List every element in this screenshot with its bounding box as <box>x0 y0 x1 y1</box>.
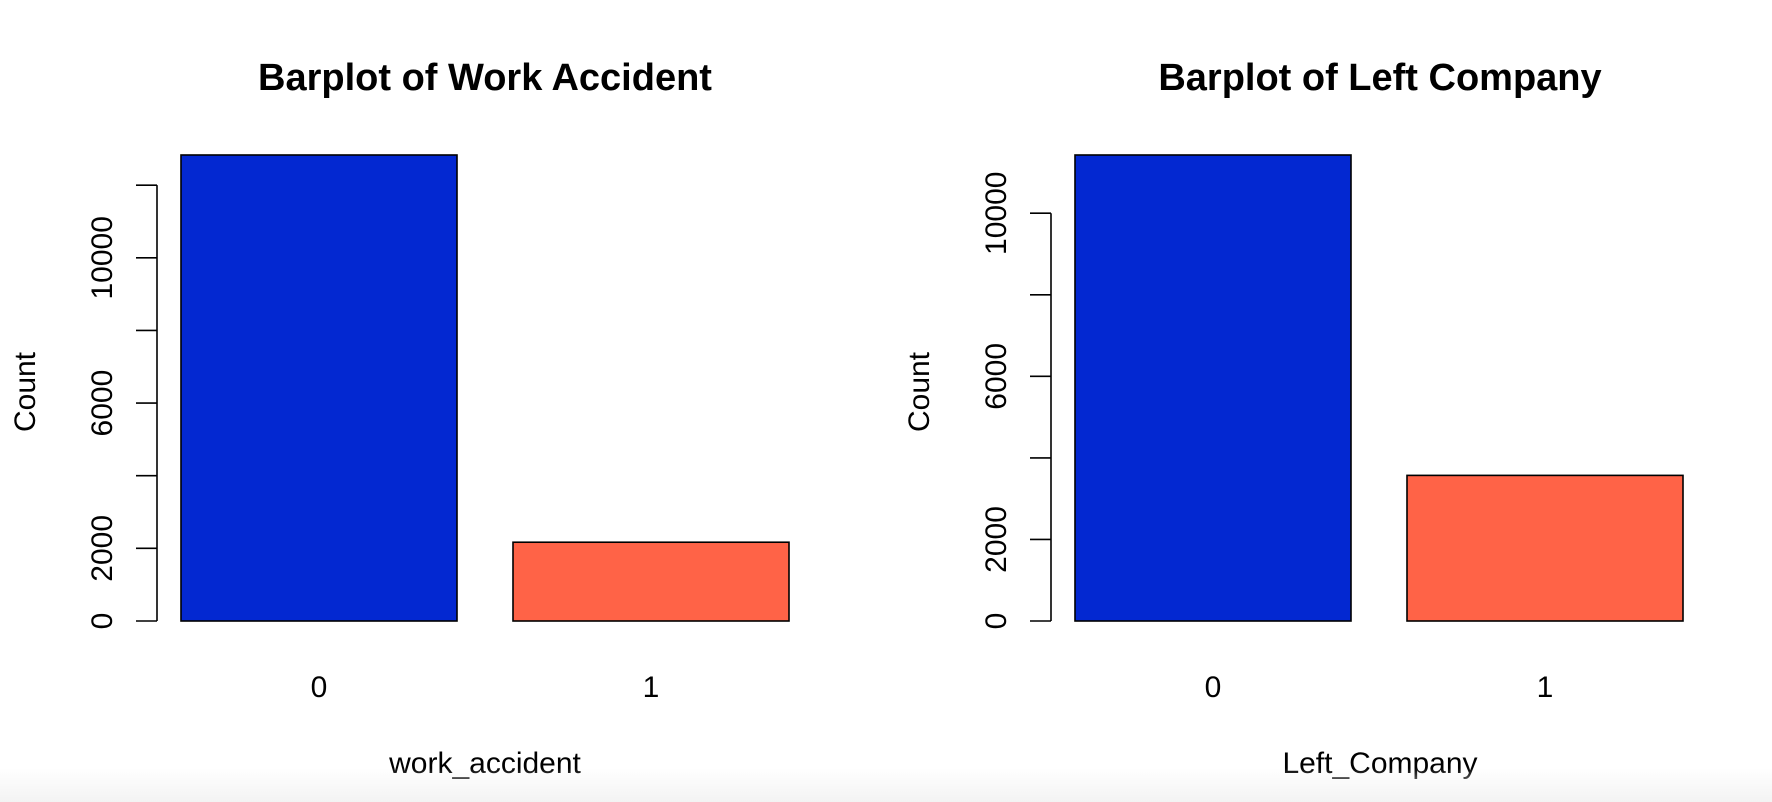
y-tick-label: 0 <box>86 613 119 630</box>
bar-0 <box>180 154 458 622</box>
panel-left-company: Barplot of Left Company 0 1 0 2000 6000 10000 C… <box>903 57 1684 780</box>
y-tick-label: 2000 <box>86 515 119 582</box>
y-tick-label: 0 <box>980 613 1013 630</box>
chart-title: Barplot of Left Company <box>1158 57 1601 99</box>
chart-title: Barplot of Work Accident <box>258 57 712 99</box>
y-tick-label: 6000 <box>86 370 119 437</box>
bar-0 <box>1074 154 1352 622</box>
bar-1 <box>1406 474 1684 622</box>
y-tick-label: 10000 <box>86 216 119 299</box>
y-tick-label: 10000 <box>980 172 1013 255</box>
x-axis-title: work_accident <box>388 747 581 780</box>
x-tick-label: 0 <box>311 671 328 704</box>
panel-work-accident: Barplot of Work Accident 0 1 0 2000 6000 10000… <box>9 57 790 780</box>
x-tick-label: 1 <box>1537 671 1554 704</box>
y-axis-title: Count <box>9 351 42 432</box>
bar-1 <box>512 541 790 622</box>
x-tick-label: 0 <box>1205 671 1222 704</box>
y-axis-title: Count <box>903 351 936 432</box>
x-axis-title: Left_Company <box>1282 747 1477 780</box>
x-tick-label: 1 <box>643 671 660 704</box>
y-tick-label: 2000 <box>980 506 1013 573</box>
y-tick-label: 6000 <box>980 343 1013 410</box>
